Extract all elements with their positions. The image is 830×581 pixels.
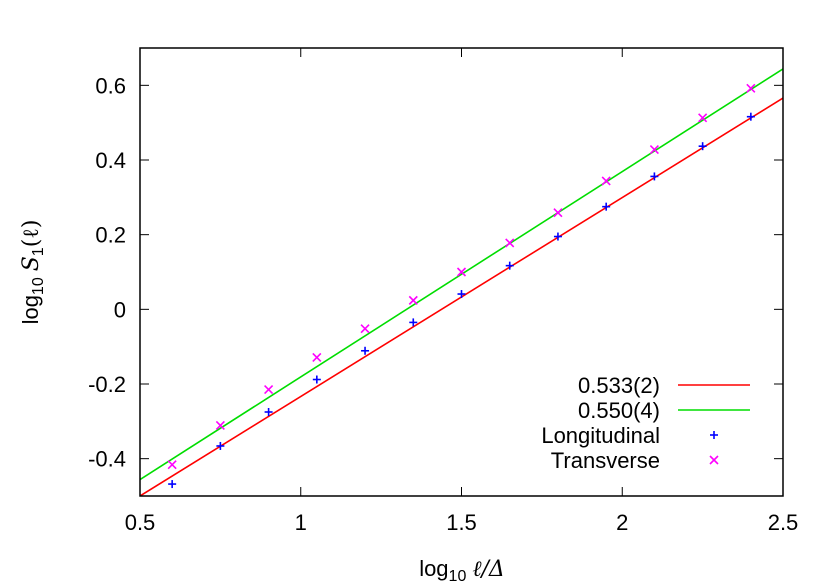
plot-frame	[139, 47, 784, 497]
longitudinal-point	[168, 480, 177, 489]
longitudinal-point	[553, 232, 562, 241]
x-tick-label: 2.5	[768, 510, 799, 535]
transverse-point	[746, 83, 756, 93]
fit-line	[140, 68, 783, 481]
y-tick-label: -0.4	[88, 447, 126, 472]
y-axis-label: log10S1(ℓ)	[18, 220, 47, 325]
transverse-point	[408, 295, 418, 305]
longitudinal-point	[746, 112, 755, 121]
data-points	[167, 83, 756, 489]
transverse-point	[553, 208, 563, 218]
x-axis-label: log10 ℓ/Δ	[419, 556, 505, 581]
transverse-point	[456, 267, 467, 277]
legend-label: 0.533(2)	[578, 373, 660, 398]
transverse-point	[312, 352, 322, 363]
legend-marker-swatch	[710, 431, 718, 439]
tick-labels: 0.5 1 1.5 2 2.5 -0.4 -0.2 0 0.2 0.4 0.6	[88, 73, 798, 535]
y-tick-label: 0	[114, 297, 126, 322]
y-tick-label: 0.2	[95, 223, 126, 248]
transverse-point	[505, 238, 515, 248]
longitudinal-point	[650, 172, 659, 181]
longitudinal-point	[505, 261, 514, 270]
transverse-point	[264, 385, 274, 395]
fit-lines	[140, 68, 783, 496]
longitudinal-point	[312, 375, 321, 384]
legend-label: 0.550(4)	[578, 398, 660, 423]
longitudinal-point	[216, 441, 225, 450]
y-tick-label: 0.6	[95, 73, 126, 98]
legend-label: Transverse	[551, 448, 660, 473]
x-tick-label: 0.5	[125, 510, 156, 535]
x-tick-label: 1.5	[446, 510, 477, 535]
legend-label: Longitudinal	[541, 423, 660, 448]
longitudinal-point	[698, 142, 707, 151]
transverse-point	[601, 176, 611, 186]
transverse-point	[649, 144, 659, 155]
legend-marker-swatch	[709, 455, 719, 465]
transverse-point	[698, 113, 708, 123]
longitudinal-point	[361, 346, 370, 355]
x-tick-label: 1	[295, 510, 307, 535]
transverse-point	[167, 460, 177, 470]
axis-ticks	[139, 48, 784, 496]
y-tick-label: -0.2	[88, 372, 126, 397]
transverse-point	[360, 324, 370, 334]
y-tick-label: 0.4	[95, 148, 126, 173]
transverse-point	[215, 420, 225, 431]
x-tick-label: 2	[616, 510, 628, 535]
longitudinal-point	[264, 408, 273, 416]
longitudinal-point	[602, 202, 611, 211]
longitudinal-point	[457, 290, 466, 299]
longitudinal-point	[409, 318, 418, 327]
